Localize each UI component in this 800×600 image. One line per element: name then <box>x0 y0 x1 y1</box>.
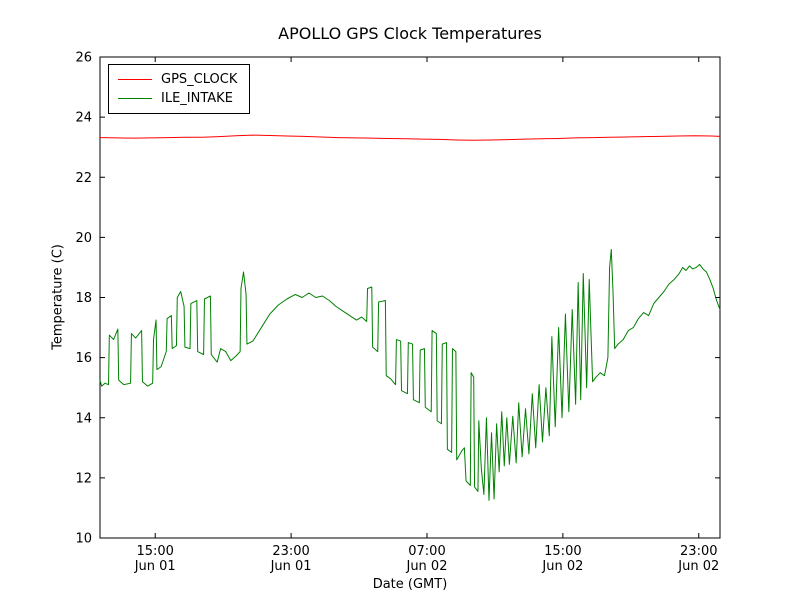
y-tick-label: 16 <box>75 351 92 366</box>
x-tick-label-date: Jun 01 <box>134 559 176 574</box>
series-line-ile-intake <box>99 248 721 501</box>
y-axis-label: Temperature (C) <box>50 244 66 350</box>
plot-frame <box>99 56 721 539</box>
y-tick-label: 10 <box>75 532 92 547</box>
legend-item-ile-intake: ILE_INTAKE <box>118 89 237 108</box>
legend: GPS_CLOCK ILE_INTAKE <box>108 64 251 114</box>
legend-item-gps-clock: GPS_CLOCK <box>118 70 237 89</box>
gps-clock-line-sample <box>118 79 152 80</box>
y-tick-label: 18 <box>75 291 92 306</box>
y-tick-label: 26 <box>75 51 92 66</box>
legend-label-gps-clock: GPS_CLOCK <box>161 72 238 87</box>
x-axis-label: Date (GMT) <box>372 577 448 592</box>
x-tick-label-date: Jun 02 <box>405 559 447 574</box>
y-tick-label: 20 <box>75 231 92 246</box>
x-tick-label-time: 15:00 <box>544 544 581 559</box>
y-tick-label: 24 <box>75 111 92 126</box>
y-tick-label: 22 <box>75 171 92 186</box>
x-tick-label-date: Jun 02 <box>541 559 583 574</box>
legend-label-ile-intake: ILE_INTAKE <box>161 91 233 106</box>
x-tick-label-time: 07:00 <box>408 544 445 559</box>
x-tick-label-time: 23:00 <box>680 544 717 559</box>
ile-intake-line-sample <box>118 98 152 99</box>
x-tick-label-date: Jun 02 <box>677 559 719 574</box>
x-tick-label-time: 15:00 <box>136 544 173 559</box>
chart-title: APOLLO GPS Clock Temperatures <box>278 24 542 43</box>
y-tick-label: 12 <box>75 471 92 486</box>
x-tick-label-date: Jun 01 <box>270 559 312 574</box>
x-tick-label-time: 23:00 <box>272 544 309 559</box>
y-tick-label: 14 <box>75 411 92 426</box>
series-line-gps-clock <box>99 134 721 141</box>
